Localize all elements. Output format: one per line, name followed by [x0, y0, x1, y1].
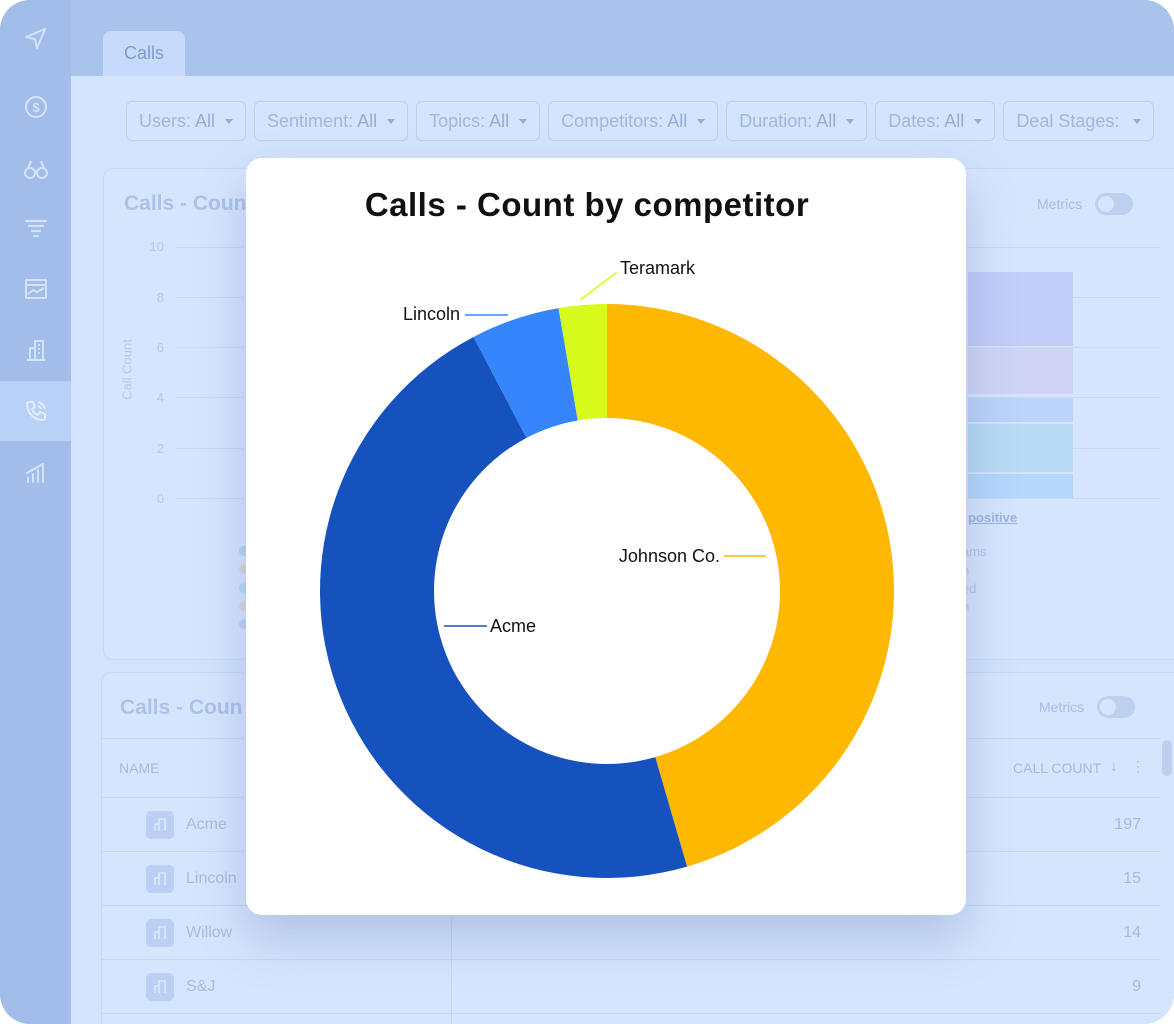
- building-icon: [146, 865, 174, 893]
- modal-title: Calls - Count by competitor: [364, 186, 810, 223]
- filter-value: All: [816, 110, 837, 131]
- column-header-call-count[interactable]: CALL COUNT: [1013, 760, 1102, 776]
- filter-label: Users:: [139, 110, 192, 131]
- filter-label: Topics:: [429, 110, 486, 131]
- filter-value: All: [195, 110, 216, 131]
- donut-slice-teramark[interactable]: [558, 304, 607, 421]
- table-row: [101, 1013, 1161, 1024]
- filter-value: All: [489, 110, 510, 131]
- filter-bar: Users: All Sentiment: All Topics: All Compe…: [126, 101, 1155, 141]
- building-icon: [146, 973, 174, 1001]
- legend-dot: [239, 601, 249, 611]
- caret-down-icon: [1133, 118, 1142, 124]
- y-tick: 2: [156, 441, 164, 456]
- row-count: 15: [1123, 870, 1141, 887]
- stacked-bar-segment: [968, 474, 1073, 498]
- stacked-bar-segment: [968, 398, 1073, 422]
- filter-value: All: [667, 110, 688, 131]
- filter-value: All: [944, 110, 965, 131]
- phone-icon[interactable]: [0, 381, 71, 441]
- row-name: Lincoln: [186, 870, 237, 887]
- top-bar: [71, 0, 1174, 76]
- row-name: Willow: [186, 924, 233, 941]
- filter-sentiment[interactable]: Sentiment: All: [254, 101, 409, 141]
- binoculars-icon[interactable]: [0, 144, 71, 194]
- filter-label: Duration:: [739, 110, 813, 131]
- filter-label: Competitors:: [561, 110, 664, 131]
- y-tick: 10: [149, 239, 164, 254]
- sidebar: $: [0, 0, 71, 1024]
- caret-down-icon: [697, 118, 706, 124]
- svg-text:$: $: [32, 100, 40, 115]
- row-name: Acme: [186, 816, 227, 833]
- scrollbar[interactable]: [1162, 740, 1172, 776]
- sort-down-icon[interactable]: ↓: [1110, 758, 1118, 775]
- caret-down-icon: [846, 118, 855, 124]
- funnel-icon[interactable]: [0, 204, 71, 254]
- dashboard-icon[interactable]: [0, 264, 71, 314]
- tab-calls[interactable]: Calls: [103, 31, 185, 76]
- building-icon: [146, 811, 174, 839]
- filter-label: Dates:: [888, 110, 941, 131]
- filter-deal-stages[interactable]: Deal Stages:: [1003, 101, 1155, 141]
- stacked-bar-segment: [968, 272, 1073, 346]
- caret-down-icon: [519, 118, 528, 124]
- row-count: 197: [1114, 816, 1141, 833]
- filter-label: Sentiment:: [267, 110, 354, 131]
- donut-slice-lincoln[interactable]: [473, 308, 578, 438]
- table-row[interactable]: S&J 9: [101, 959, 1161, 1014]
- dollar-icon[interactable]: $: [0, 82, 71, 132]
- bg-table-title: Calls - Coun: [120, 696, 243, 719]
- analytics-icon[interactable]: [0, 448, 71, 498]
- positive-link[interactable]: positive: [968, 510, 1018, 525]
- slice-label: Acme: [490, 616, 536, 636]
- slice-label: Johnson Co.: [619, 546, 720, 566]
- y-tick: 8: [156, 290, 164, 305]
- building-icon: [146, 919, 174, 947]
- stacked-bar-segment: [968, 424, 1073, 472]
- filter-competitors[interactable]: Competitors: All: [548, 101, 719, 141]
- building-icon[interactable]: [0, 325, 71, 375]
- bg-chart-title: Calls - Coun: [124, 192, 247, 215]
- filter-value: All: [357, 110, 378, 131]
- caret-down-icon: [225, 118, 234, 124]
- y-tick: 0: [156, 491, 164, 506]
- caret-down-icon: [387, 118, 396, 124]
- metrics-label: Metrics: [1039, 699, 1085, 715]
- metrics-toggle[interactable]: [1095, 193, 1133, 215]
- filter-label: Deal Stages:: [1016, 110, 1120, 131]
- donut-slice-acme[interactable]: [319, 336, 688, 878]
- navigate-icon[interactable]: [0, 14, 71, 64]
- metrics-toggle[interactable]: [1097, 696, 1135, 718]
- y-tick: 4: [156, 390, 164, 405]
- donut-slice-johnson-co[interactable]: [607, 304, 894, 867]
- stacked-bar-segment: [968, 348, 1073, 394]
- filter-users[interactable]: Users: All: [126, 101, 247, 141]
- legend-dot: [239, 546, 249, 556]
- metrics-label: Metrics: [1037, 196, 1083, 212]
- legend-text: ams: [962, 544, 987, 559]
- legend-dot: [239, 583, 249, 593]
- leader-line: [579, 271, 618, 301]
- legend-dot: [239, 564, 249, 574]
- row-name: S&J: [186, 978, 216, 995]
- y-tick: 6: [156, 340, 164, 355]
- row-count: 9: [1132, 978, 1141, 995]
- filter-topics[interactable]: Topics: All: [416, 101, 541, 141]
- filter-dates[interactable]: Dates: All: [875, 101, 996, 141]
- slice-label: Teramark: [620, 258, 696, 278]
- caret-down-icon: [974, 118, 983, 124]
- legend-dot: [239, 619, 249, 629]
- slice-label: Lincoln: [403, 304, 460, 324]
- filter-duration[interactable]: Duration: All: [726, 101, 868, 141]
- row-count: 14: [1123, 924, 1141, 941]
- column-header-name[interactable]: NAME: [119, 760, 160, 776]
- more-vertical-icon[interactable]: ⋮: [1131, 758, 1145, 774]
